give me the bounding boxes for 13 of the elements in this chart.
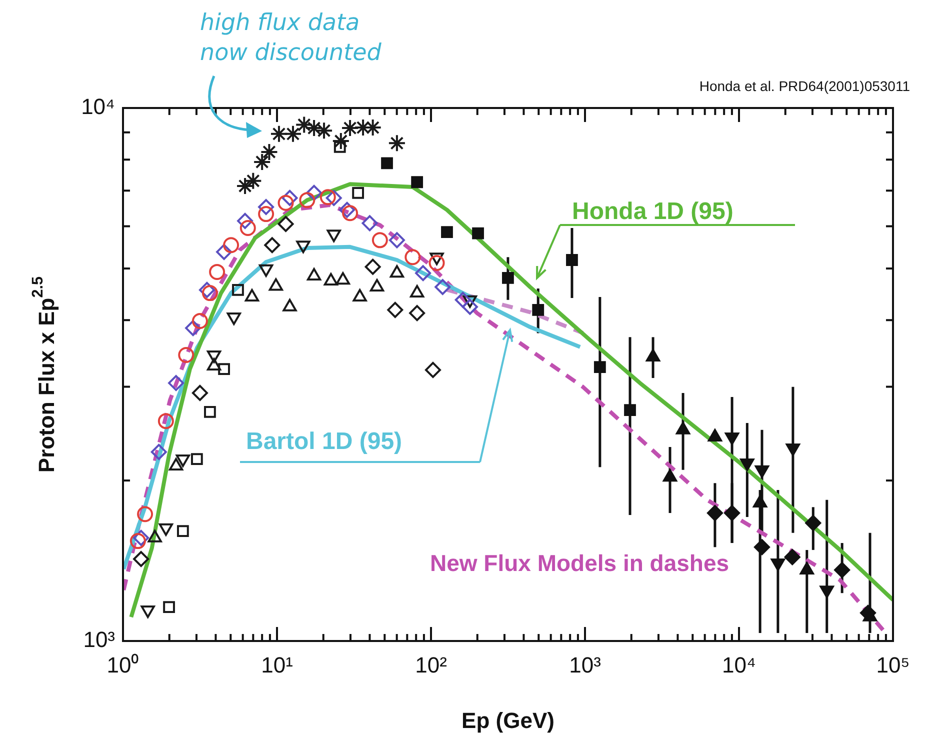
x-tick-label: 10⁴: [722, 652, 756, 678]
x-tick-label: 10⁵: [876, 652, 910, 678]
text: Bartol 1D (95): [246, 428, 402, 456]
x-tick-label: 10¹: [261, 652, 293, 678]
text: Honda et al. PRD64(2001)053011: [698, 78, 910, 94]
x-tick-label: 10⁰: [106, 652, 140, 678]
text: Honda 1D (95): [572, 198, 734, 226]
text: high flux data now discounted: [200, 9, 382, 68]
x-tick-label: 10²: [415, 652, 447, 678]
y-axis-title: Proton Flux x Ep2.5: [29, 276, 60, 473]
x-axis-title: Ep (GeV): [462, 708, 554, 733]
x-tick-label: 10³: [569, 652, 601, 678]
annotation: New Flux Models in dashes: [430, 550, 730, 577]
